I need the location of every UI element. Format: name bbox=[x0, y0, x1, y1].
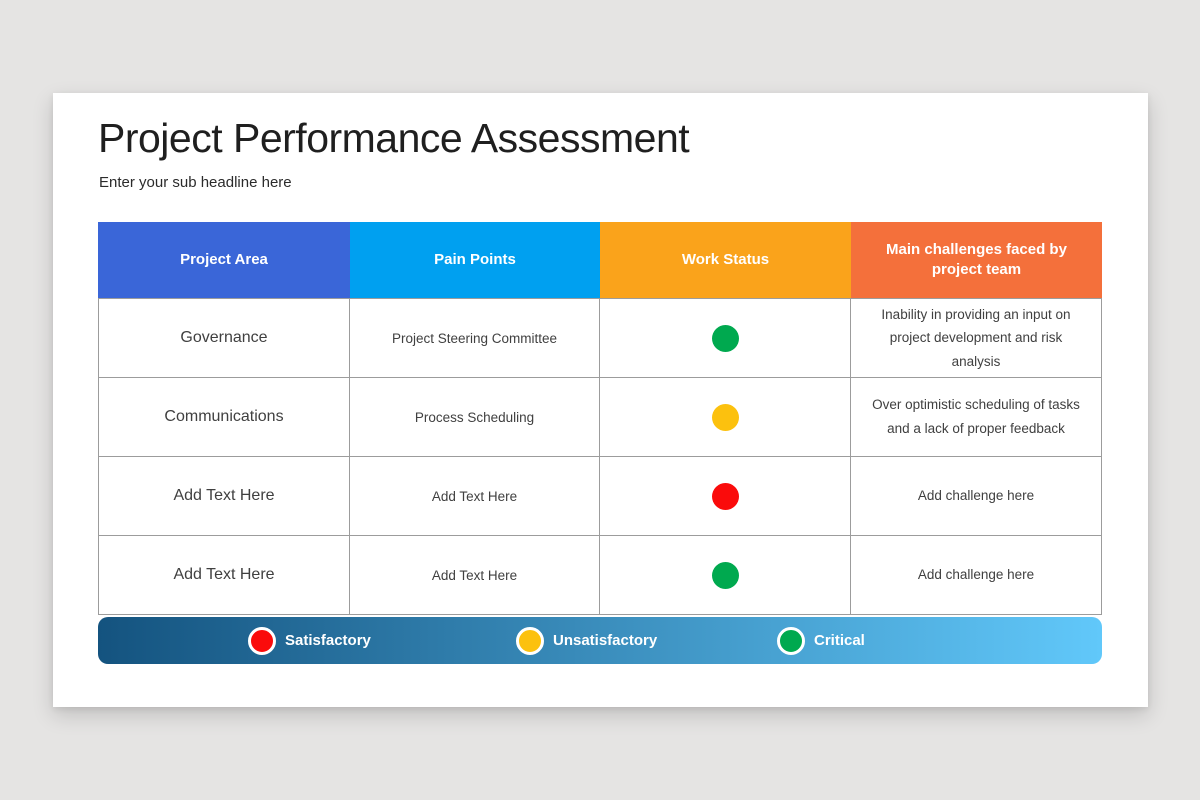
legend-dot-green-icon bbox=[777, 626, 805, 655]
cell-project-area: Add Text Here bbox=[99, 536, 350, 614]
column-header-pain-points: Pain Points bbox=[350, 222, 600, 298]
cell-work-status bbox=[600, 536, 851, 614]
cell-pain-points: Add Text Here bbox=[350, 457, 600, 535]
status-dot-yellow-icon bbox=[711, 403, 739, 431]
table-header-row: Project Area Pain Points Work Status Mai… bbox=[98, 222, 1102, 298]
table-body: Governance Project Steering Committee In… bbox=[98, 298, 1102, 615]
legend-label: Satisfactory bbox=[285, 632, 371, 649]
column-header-work-status: Work Status bbox=[600, 222, 851, 298]
cell-work-status bbox=[600, 378, 851, 456]
assessment-table: Project Area Pain Points Work Status Mai… bbox=[98, 222, 1102, 615]
legend-label: Critical bbox=[814, 632, 865, 649]
cell-project-area: Governance bbox=[99, 299, 350, 377]
cell-work-status bbox=[600, 457, 851, 535]
page-title: Project Performance Assessment bbox=[98, 115, 690, 161]
legend-dot-yellow-icon bbox=[516, 626, 544, 655]
table-row: Add Text Here Add Text Here Add challeng… bbox=[99, 536, 1101, 614]
status-dot-green-icon bbox=[711, 324, 739, 352]
slide-card: Project Performance Assessment Enter you… bbox=[53, 93, 1148, 707]
legend-item-critical: Critical bbox=[777, 617, 865, 664]
page-subtitle: Enter your sub headline here bbox=[99, 174, 292, 191]
cell-pain-points: Process Scheduling bbox=[350, 378, 600, 456]
legend-item-satisfactory: Satisfactory bbox=[248, 617, 371, 664]
cell-pain-points: Add Text Here bbox=[350, 536, 600, 614]
cell-challenge: Over optimistic scheduling of tasks and … bbox=[872, 397, 1080, 436]
column-header-main-challenges: Main challenges faced by project team bbox=[851, 222, 1102, 298]
status-dot-red-icon bbox=[711, 482, 739, 510]
table-row: Communications Process Scheduling Over o… bbox=[99, 378, 1101, 457]
legend-label: Unsatisfactory bbox=[553, 632, 658, 649]
column-header-project-area: Project Area bbox=[98, 222, 350, 298]
cell-pain-points: Project Steering Committee bbox=[350, 299, 600, 377]
legend-bar: Satisfactory Unsatisfactory Critical bbox=[98, 617, 1102, 664]
status-dot-green-icon bbox=[711, 561, 739, 589]
legend-dot-red-icon bbox=[248, 626, 276, 655]
cell-project-area: Add Text Here bbox=[99, 457, 350, 535]
cell-project-area: Communications bbox=[99, 378, 350, 456]
cell-challenge: Add challenge here bbox=[917, 567, 1035, 583]
table-row: Governance Project Steering Committee In… bbox=[99, 299, 1101, 378]
table-row: Add Text Here Add Text Here Add challeng… bbox=[99, 457, 1101, 536]
legend-item-unsatisfactory: Unsatisfactory bbox=[516, 617, 657, 664]
cell-challenge: Add challenge here bbox=[917, 488, 1035, 504]
cell-work-status bbox=[600, 299, 851, 377]
cell-challenge: Inability in providing an input on proje… bbox=[881, 306, 1071, 369]
